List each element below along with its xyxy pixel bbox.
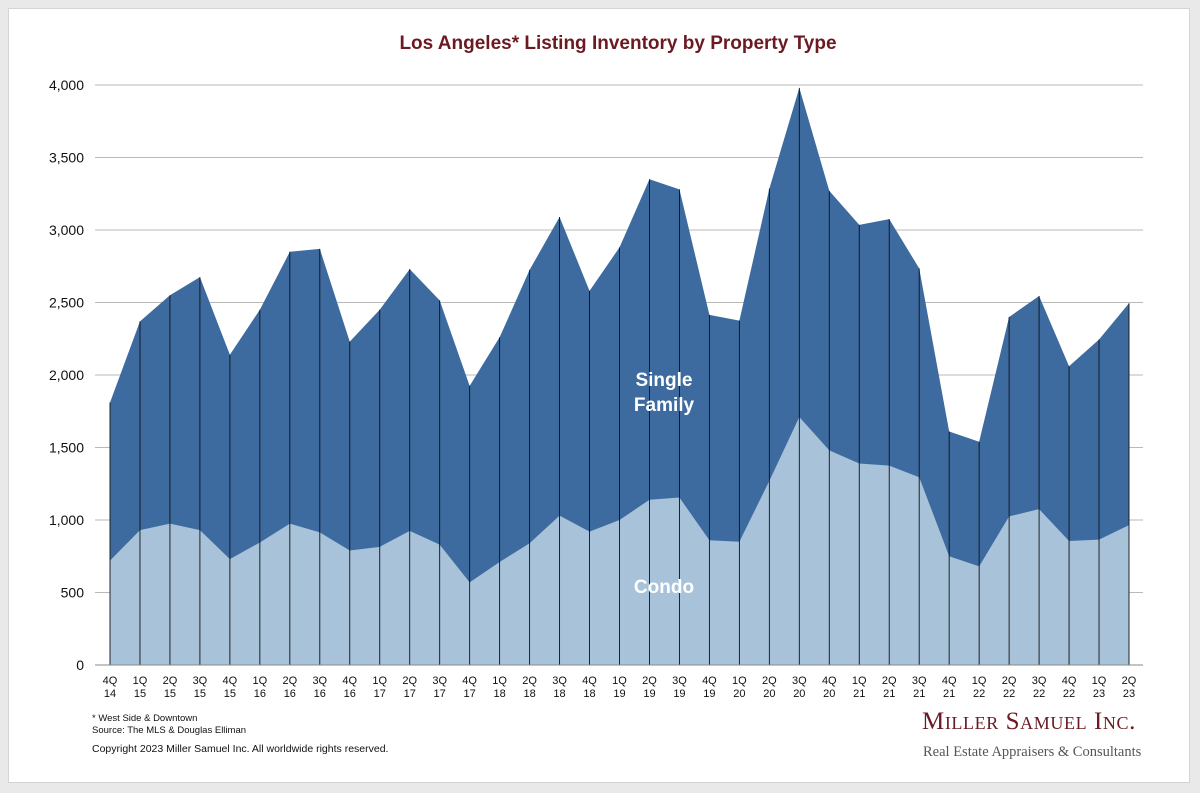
x-tick-label-year: 16	[314, 688, 326, 700]
x-tick-label-year: 16	[344, 688, 356, 700]
x-tick-label-year: 22	[1003, 688, 1015, 700]
x-tick-label-year: 18	[523, 688, 535, 700]
y-tick-label: 3,000	[49, 222, 84, 238]
x-tick-label-quarter: 1Q	[372, 675, 387, 687]
x-tick-label-year: 17	[404, 688, 416, 700]
x-tick-label-year: 15	[164, 688, 176, 700]
x-tick-label-quarter: 4Q	[942, 675, 957, 687]
y-tick-label: 500	[61, 585, 85, 601]
x-tick-label-quarter: 3Q	[312, 675, 327, 687]
series-label-single-family-line2: Family	[634, 395, 695, 416]
area-series	[109, 87, 1130, 665]
series-label-single-family-line1: Single	[635, 370, 692, 391]
x-tick-label-quarter: 3Q	[552, 675, 567, 687]
chart-title: Los Angeles* Listing Inventory by Proper…	[399, 33, 837, 54]
footnote-source: Source: The MLS & Douglas Elliman	[92, 725, 247, 736]
y-tick-label: 4,000	[49, 77, 84, 93]
x-tick-label-quarter: 1Q	[732, 675, 747, 687]
x-tick-label-quarter: 1Q	[972, 675, 987, 687]
x-tick-label-quarter: 4Q	[582, 675, 597, 687]
x-tick-label-year: 15	[134, 688, 146, 700]
x-tick-label-year: 20	[763, 688, 775, 700]
x-tick-label-quarter: 2Q	[882, 675, 897, 687]
x-tick-label-quarter: 3Q	[432, 675, 447, 687]
x-tick-label-quarter: 3Q	[193, 675, 208, 687]
x-tick-label-quarter: 2Q	[522, 675, 537, 687]
x-tick-label-year: 21	[883, 688, 895, 700]
x-tick-label-year: 17	[434, 688, 446, 700]
x-tick-label-quarter: 2Q	[1002, 675, 1017, 687]
x-tick-label-year: 19	[613, 688, 625, 700]
x-tick-label-year: 15	[194, 688, 206, 700]
footnote-region: * West Side & Downtown	[92, 713, 198, 724]
footnote-copyright: Copyright 2023 Miller Samuel Inc. All wo…	[92, 743, 389, 755]
x-tick-label-quarter: 3Q	[1032, 675, 1047, 687]
x-tick-label-quarter: 4Q	[103, 675, 118, 687]
x-tick-label-quarter: 3Q	[912, 675, 927, 687]
x-tick-label-year: 16	[284, 688, 296, 700]
brand-tagline: Real Estate Appraisers & Consultants	[923, 744, 1142, 760]
x-tick-label-year: 21	[943, 688, 955, 700]
x-tick-label-quarter: 1Q	[133, 675, 148, 687]
x-tick-label-quarter: 4Q	[702, 675, 717, 687]
x-tick-label-quarter: 3Q	[792, 675, 807, 687]
x-tick-label-quarter: 1Q	[492, 675, 507, 687]
x-tick-label-quarter: 4Q	[342, 675, 357, 687]
x-tick-label-quarter: 1Q	[253, 675, 268, 687]
axes: 0 500 1,000 1,500 2,000 2,500 3,000 3,500 4,000 4…	[49, 77, 1143, 700]
y-tick-label: 2,500	[49, 295, 84, 311]
x-tick-label-quarter: 4Q	[1062, 675, 1077, 687]
x-tick-label-year: 14	[104, 688, 116, 700]
x-tick-label-year: 19	[673, 688, 685, 700]
y-tick-label: 3,500	[49, 150, 84, 166]
x-tick-label-quarter: 1Q	[852, 675, 867, 687]
x-tick-label-year: 17	[464, 688, 476, 700]
x-tick-label-year: 16	[254, 688, 266, 700]
x-tick-label-year: 18	[553, 688, 565, 700]
x-tick-label-year: 22	[973, 688, 985, 700]
x-tick-label-year: 17	[374, 688, 386, 700]
y-tick-label: 0	[76, 657, 84, 673]
y-tick-label: 1,000	[49, 512, 84, 528]
x-tick-label-year: 19	[643, 688, 655, 700]
x-tick-label-year: 21	[913, 688, 925, 700]
x-tick-label-quarter: 2Q	[1122, 675, 1137, 687]
x-tick-label-year: 20	[793, 688, 805, 700]
x-tick-label-year: 19	[703, 688, 715, 700]
x-tick-label-quarter: 2Q	[762, 675, 777, 687]
x-tick-label-quarter: 3Q	[672, 675, 687, 687]
x-tick-label-year: 23	[1093, 688, 1105, 700]
x-tick-label-year: 21	[853, 688, 865, 700]
x-tick-label-year: 18	[583, 688, 595, 700]
x-tick-label-year: 20	[823, 688, 835, 700]
x-tick-label-year: 23	[1123, 688, 1135, 700]
y-tick-label: 2,000	[49, 367, 84, 383]
x-tick-label-year: 20	[733, 688, 745, 700]
x-tick-label-quarter: 2Q	[642, 675, 657, 687]
x-tick-label-year: 22	[1033, 688, 1045, 700]
brand-logo-name: Miller Samuel Inc.	[922, 708, 1136, 735]
x-tick-label-year: 15	[224, 688, 236, 700]
labels: Single Family Condo	[634, 370, 695, 598]
x-tick-label-year: 22	[1063, 688, 1075, 700]
y-tick-label: 1,500	[49, 440, 84, 456]
x-tick-label-quarter: 2Q	[402, 675, 417, 687]
x-tick-label-year: 18	[493, 688, 505, 700]
x-tick-label-quarter: 4Q	[223, 675, 238, 687]
x-tick-label-quarter: 1Q	[1092, 675, 1107, 687]
x-tick-label-quarter: 2Q	[163, 675, 178, 687]
x-tick-label-quarter: 4Q	[462, 675, 477, 687]
series-label-condo: Condo	[634, 577, 694, 598]
x-tick-label-quarter: 1Q	[612, 675, 627, 687]
x-tick-label-quarter: 2Q	[282, 675, 297, 687]
x-tick-label-quarter: 4Q	[822, 675, 837, 687]
